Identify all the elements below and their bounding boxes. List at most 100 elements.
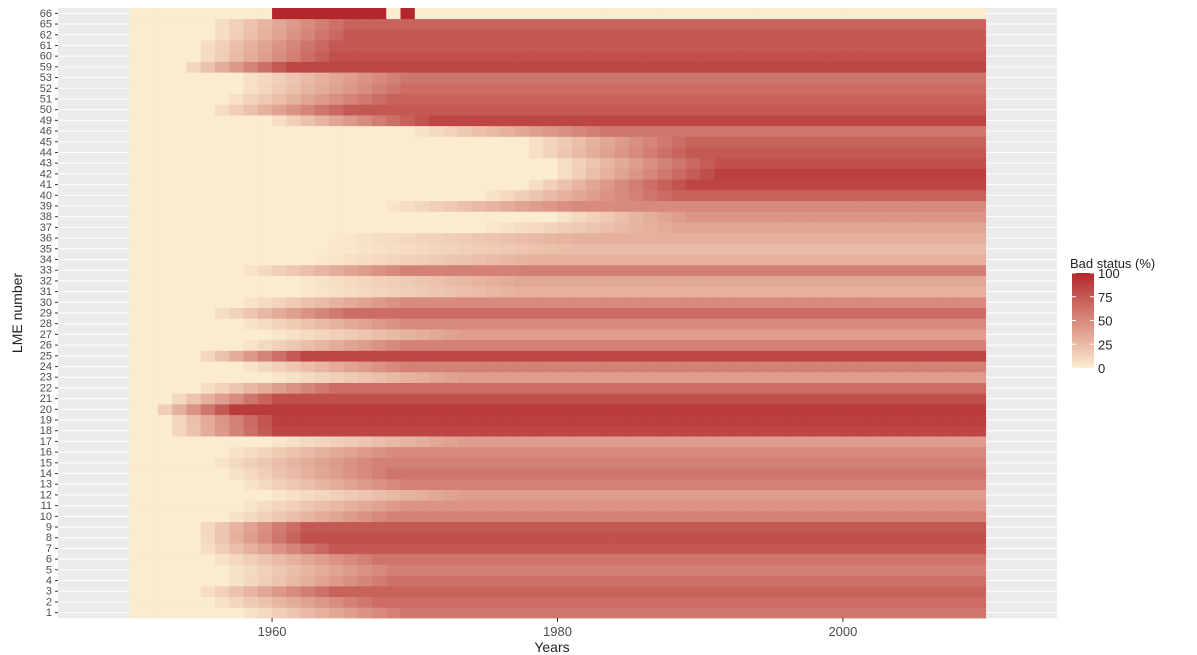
heatmap-cell [229,307,244,319]
heatmap-cell [343,382,359,394]
heatmap-cell [329,468,344,480]
heatmap-cell [586,254,601,266]
heatmap-cell [714,371,730,383]
heatmap-cell [343,564,359,576]
heatmap-cell [928,18,944,30]
heatmap-cell [800,414,815,426]
heatmap-cell [486,136,501,148]
heatmap-cell [700,82,715,95]
heatmap-cell [657,147,673,159]
heatmap-cell [286,596,302,608]
heatmap-cell [685,50,701,62]
heatmap-cell [186,468,202,480]
heatmap-cell [614,553,630,565]
heatmap-cell [157,104,173,116]
heatmap-cell [486,446,501,458]
heatmap-cell [600,436,615,448]
heatmap-cell [857,125,872,137]
heatmap-cell [129,489,145,501]
heatmap-cell [700,179,715,191]
heatmap-cell [243,596,259,608]
heatmap-cell [486,275,501,287]
heatmap-cell [500,339,516,351]
heatmap-cell [357,575,373,587]
heatmap-cell [857,18,872,30]
y-tick-label: 18 [40,425,52,437]
heatmap-cell [728,61,744,73]
heatmap-cell [528,361,544,373]
heatmap-cell [685,93,701,105]
heatmap-cell [186,510,202,523]
heatmap-cell [914,8,929,20]
heatmap-cell [814,446,830,458]
heatmap-cell [671,478,687,490]
heatmap-cell [443,115,458,127]
heatmap-cell [771,40,787,52]
heatmap-cell [457,93,473,105]
heatmap-cell [928,329,944,341]
heatmap-cell [586,125,601,137]
heatmap-cell [685,29,701,41]
heatmap-cell [329,564,344,576]
heatmap-cell [671,222,687,234]
heatmap-cell [871,307,887,319]
heatmap-cell [528,532,544,544]
heatmap-cell [314,436,330,448]
heatmap-cell [514,286,530,298]
heatmap-cell [657,371,673,383]
heatmap-cell [229,168,244,180]
heatmap-cell [571,607,587,619]
heatmap-cell [885,168,901,180]
heatmap-cell [528,115,544,127]
heatmap-cell [257,457,273,469]
heatmap-cell [714,500,730,512]
heatmap-cell [971,72,987,84]
heatmap-cell [800,93,815,105]
y-tick-label: 24 [40,361,52,373]
heatmap-cell [300,211,316,223]
heatmap-cell [600,521,615,533]
heatmap-cell [857,414,872,426]
heatmap-cell [243,350,259,362]
heatmap-cell [557,489,573,501]
heatmap-cell [272,564,287,576]
heatmap-cell [400,393,416,405]
heatmap-cell [643,264,658,276]
heatmap-cell [700,307,715,319]
heatmap-cell [357,371,373,383]
heatmap-cell [557,521,573,533]
heatmap-cell [800,403,815,416]
heatmap-cell [514,457,530,469]
heatmap-cell [757,232,772,244]
heatmap-cell [871,72,887,84]
heatmap-cell [571,532,587,544]
heatmap-cell [300,222,316,234]
heatmap-cell [685,468,701,480]
heatmap-cell [386,468,401,480]
heatmap-cell [586,478,601,490]
heatmap-cell [714,403,730,416]
heatmap-cell [600,168,615,180]
heatmap-cell [614,189,630,202]
heatmap-cell [200,286,216,298]
heatmap-cell [685,232,701,244]
heatmap-cell [300,457,316,469]
heatmap-cell [914,350,929,362]
heatmap-cell [457,157,473,169]
heatmap-cell [586,318,601,330]
heatmap-cell [286,104,302,116]
heatmap-cell [942,200,958,212]
heatmap-cell [628,596,644,608]
heatmap-cell [386,125,401,137]
heatmap-cell [885,29,901,41]
heatmap-cell [257,8,273,20]
heatmap-cell [842,296,858,309]
heatmap-cell [329,200,344,212]
heatmap-cell [471,500,487,512]
heatmap-cell [557,189,573,202]
heatmap-cell [643,393,658,405]
heatmap-cell [471,585,487,597]
heatmap-cell [800,307,815,319]
heatmap-cell [614,264,630,276]
heatmap-cell [628,521,644,533]
